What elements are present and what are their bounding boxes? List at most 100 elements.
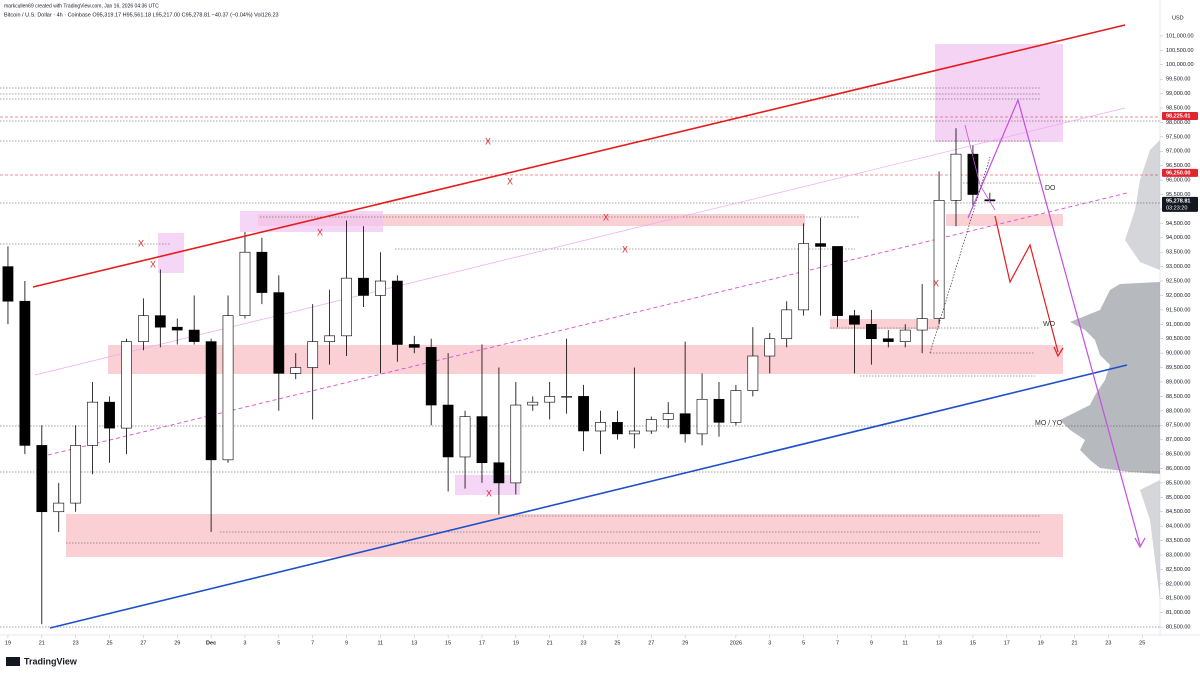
y-tick-label: 84,500.00 [1166,509,1190,515]
x-tick-label: 13 [936,640,942,646]
candle-body [781,309,793,340]
candle-body [662,413,674,420]
candle-body [476,416,488,464]
symbol-legend: Bitcoin / U.S. Dollar · 4h · Coinbase O9… [4,12,279,18]
brand-logo [6,657,20,666]
candle-body [865,323,877,340]
y-tick-label: 92,500.00 [1166,278,1190,284]
candle-body [696,398,708,435]
annotation: X [317,227,323,237]
y-tick-label: 94,000.00 [1166,235,1190,241]
candle-body [222,315,234,461]
y-tick-label: 86,500.00 [1166,452,1190,458]
x-tick-label: 27 [140,640,146,646]
x-tick-label: 21 [1071,640,1077,646]
arrow-head [1134,537,1146,549]
y-tick-label: 88,000.00 [1166,408,1190,414]
y-tick-label: 96,500.00 [1166,163,1190,169]
y-tick-label: 98,000.00 [1166,120,1190,126]
y-tick-label: 98,500.00 [1166,105,1190,111]
currency: USD [1172,15,1184,21]
x-tick-label: Dec [206,640,216,646]
levels [0,87,1160,628]
arrow-head [1053,346,1064,358]
candle-body [510,404,522,484]
candle-body [916,318,928,331]
x-tick-label: 25 [614,640,620,646]
y-tick-label: 101,000.00 [1166,33,1194,39]
y-tick-label: 91,500.00 [1166,307,1190,313]
price-label-bg [1162,196,1198,212]
y-tick-label: 83,500.00 [1166,538,1190,544]
y-tick-label: 90,000.00 [1166,351,1190,357]
candle-body [19,300,31,446]
candle-body [239,251,251,316]
x-tick-label: 21 [39,640,45,646]
candle-body [2,266,14,302]
x-tick-label: 23 [73,640,79,646]
candle-body [595,422,606,432]
brand: TradingView [6,656,78,666]
countdown: 03:23:20 [1166,205,1187,211]
candle-body [628,430,640,435]
x-tick-label: 19 [5,640,11,646]
x-tick-label: 5 [802,640,805,646]
annotation: X [507,176,513,186]
y-tick-label: 83,000.00 [1166,552,1190,558]
candle-body [679,413,691,435]
y-tick-label: 82,500.00 [1166,567,1190,573]
candle-body [341,277,352,337]
resistance-line [32,24,1126,288]
candle-body [408,344,420,348]
y-tick-label: 92,000.00 [1166,293,1190,299]
candle-body [933,199,945,319]
y-tick-label: 99,500.00 [1166,77,1190,83]
zone [108,345,1063,374]
y-tick-label: 97,000.00 [1166,149,1190,155]
annotation: X [933,278,939,288]
candle-body [544,396,556,403]
y-tick-label: 93,500.00 [1166,250,1190,256]
x-tick-label: 9 [870,640,873,646]
x-tick-label: 7 [836,640,839,646]
support-line [49,364,1128,629]
candle-body [730,390,742,423]
candle-body [171,326,183,331]
candle-body [256,251,268,293]
price-label-bg [1162,168,1198,177]
y-tick-label: 89,000.00 [1166,379,1190,385]
trend-line [929,156,991,354]
y-tick-label: 80,500.00 [1166,625,1190,631]
annotation: X [485,136,491,146]
x-tick-label: 19 [513,640,519,646]
x-tick-label: 23 [1105,640,1111,646]
y-tick-label: 81,000.00 [1166,610,1190,616]
x-tick-label: 21 [547,640,553,646]
y-tick-label: 89,500.00 [1166,365,1190,371]
candle-body [832,246,843,316]
x-tick-label: 3 [243,640,246,646]
y-tick-label: 96,000.00 [1166,178,1190,184]
annotation: WO [1043,321,1056,328]
candle-body [747,355,759,391]
candle-body [53,502,65,513]
candle-body [70,445,82,504]
y-tick-label: 85,000.00 [1166,495,1190,501]
zone [240,211,383,232]
x-tick-label: 27 [648,640,654,646]
y-tick-label: 100,000.00 [1166,62,1194,68]
candle-body [375,280,386,296]
y-tick-label: 95,500.00 [1166,192,1190,198]
annotation: X [622,244,628,254]
candle-body [950,153,962,201]
x-tick-label: 23 [580,640,586,646]
candle-body [307,341,319,368]
brand-name: TradingView [24,656,78,666]
candle-body [967,153,979,195]
x-tick-label: 25 [106,640,112,646]
x-tick-label: 17 [479,640,485,646]
annotation: X [150,259,156,269]
candle-body [104,401,115,429]
candle-body [764,338,776,357]
